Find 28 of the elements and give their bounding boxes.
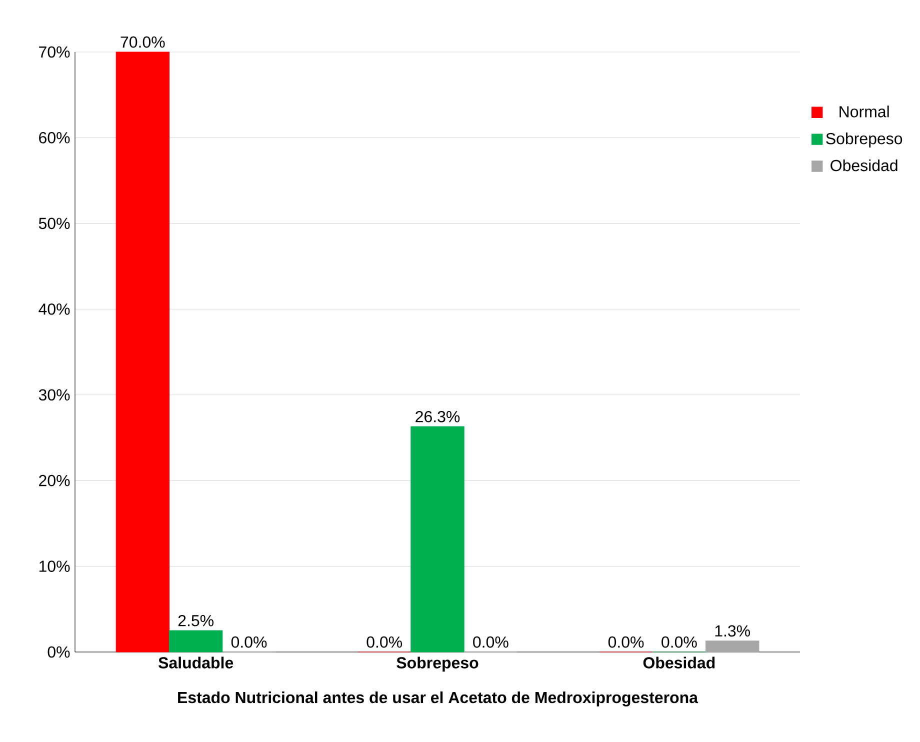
data-label: 0.0%	[662, 636, 697, 648]
legend-label: Obesidad	[830, 159, 898, 172]
x-axis-title: Estado Nutricional antes de usar el Acetato de Medroxiprogesterona	[178, 691, 698, 706]
bar	[705, 640, 760, 652]
y-tick-label: 40%	[38, 303, 70, 315]
bar	[410, 426, 464, 652]
data-label: 26.3%	[416, 410, 460, 422]
x-tick-label: Sobrepeso	[396, 656, 478, 672]
y-tick-label: 70%	[39, 46, 70, 58]
legend-label: Sobrepeso	[826, 132, 902, 148]
y-tick-label: 50%	[38, 218, 70, 230]
x-tick-label: Obesidad	[643, 656, 715, 668]
data-label: 0.0%	[366, 636, 402, 648]
data-label: 1.3%	[715, 625, 750, 637]
data-label: 2.5%	[178, 614, 214, 626]
y-tick-label: 20%	[39, 474, 70, 486]
data-label: 70.0%	[120, 36, 165, 48]
bar	[116, 52, 170, 652]
y-tick-label: 60%	[39, 132, 70, 144]
data-label: 0.0%	[608, 636, 644, 648]
data-label: 0.0%	[473, 636, 508, 648]
y-tick-label: 0%	[48, 646, 70, 658]
bar	[168, 630, 223, 652]
y-tick-label: 10%	[39, 560, 70, 572]
x-tick-label: Saludable	[158, 656, 234, 668]
legend-label: Normal	[840, 106, 889, 118]
y-tick-label: 30%	[38, 389, 70, 401]
data-label: 0.0%	[231, 636, 267, 648]
